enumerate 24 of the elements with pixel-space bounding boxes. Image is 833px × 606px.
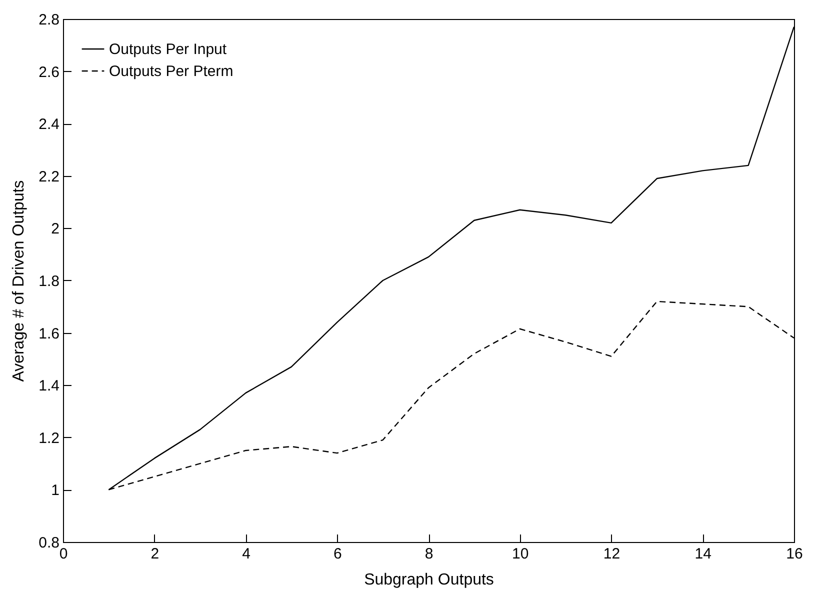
y-tick-label: 0.8 (38, 534, 60, 552)
x-tick-label: 2 (150, 546, 160, 562)
y-tick-label: 2.8 (38, 12, 60, 28)
y-tick-label: 1.2 (38, 430, 60, 447)
y-tick-label: 2.4 (38, 116, 60, 134)
y-axis-title: Average # of Driven Outputs (10, 180, 28, 382)
y-tick-label: 2.2 (38, 168, 60, 186)
x-tick-label: 16 (786, 546, 803, 562)
x-tick-label: 10 (512, 546, 529, 562)
x-tick-label: 8 (424, 546, 434, 562)
legend-label: Outputs Per Input (109, 41, 228, 58)
x-axis-title: Subgraph Outputs (364, 572, 494, 588)
x-tick-label: 6 (333, 546, 342, 562)
x-tick-label: 0 (59, 546, 68, 562)
y-tick-label: 1 (51, 482, 60, 500)
y-tick-label: 1.8 (38, 273, 60, 290)
y-tick-label: 2.6 (38, 64, 60, 81)
x-tick-label: 14 (694, 546, 712, 562)
y-tick-label: 1.4 (38, 378, 60, 395)
legend-label: Outputs Per Pterm (109, 63, 234, 80)
x-tick-label: 12 (603, 546, 620, 562)
y-tick-label: 1.6 (38, 325, 60, 342)
y-tick-label: 2 (51, 220, 60, 238)
x-tick-label: 4 (242, 546, 250, 562)
